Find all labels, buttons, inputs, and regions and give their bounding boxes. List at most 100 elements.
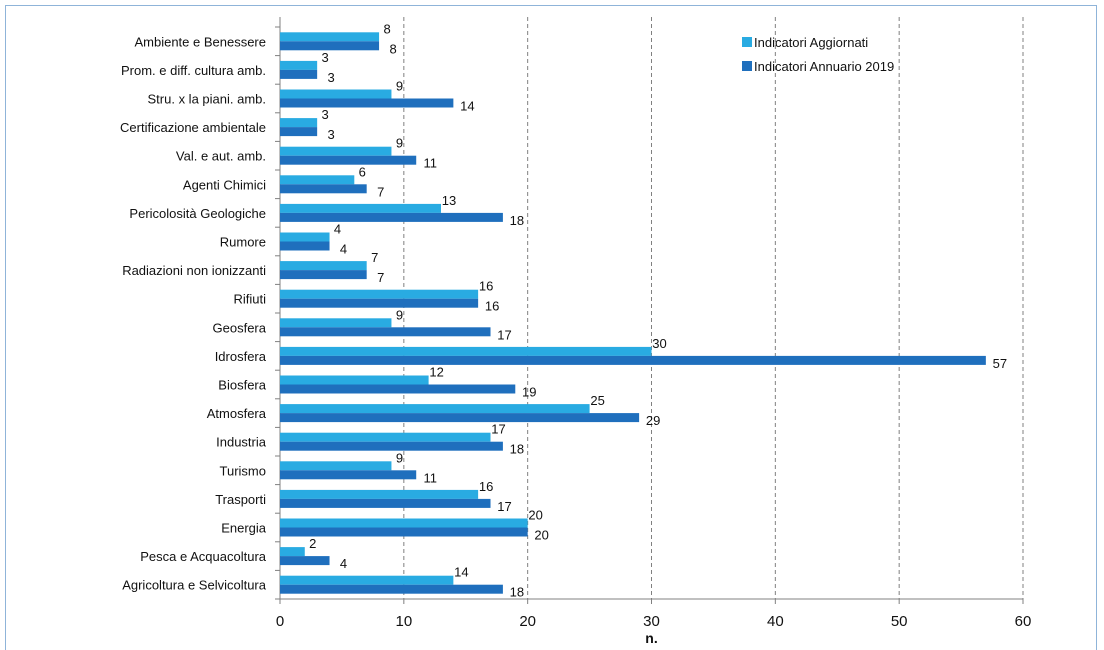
bar xyxy=(280,175,355,185)
data-label: 9 xyxy=(396,79,403,94)
x-tick-labels: 0 10 20 30 40 50 60 xyxy=(276,599,1032,630)
bar xyxy=(280,118,318,128)
bar xyxy=(280,432,491,442)
category-label: Atmosfera xyxy=(207,406,267,421)
data-label: 3 xyxy=(322,50,329,65)
x-tick-label: 60 xyxy=(1015,613,1032,630)
category-label: Trasporti xyxy=(215,492,266,507)
x-tick-label: 30 xyxy=(643,613,660,630)
legend-swatch xyxy=(742,37,752,47)
data-label: 9 xyxy=(396,307,403,322)
data-label: 8 xyxy=(383,21,390,36)
x-tick-label: 20 xyxy=(519,613,536,630)
bar xyxy=(280,69,318,79)
bar xyxy=(280,32,380,42)
category-label: Energia xyxy=(221,521,267,536)
data-label: 30 xyxy=(652,336,666,351)
data-label: 20 xyxy=(528,508,542,523)
bar xyxy=(280,203,441,213)
data-label: 29 xyxy=(646,413,660,428)
bar xyxy=(280,298,479,308)
bar xyxy=(280,289,479,299)
category-label: Prom. e diff. cultura amb. xyxy=(121,63,266,78)
category-label: Geosfera xyxy=(213,320,267,335)
category-label: Agenti Chimici xyxy=(183,177,266,192)
data-label: 11 xyxy=(423,156,437,171)
data-label: 7 xyxy=(377,270,384,285)
x-axis-label: n. xyxy=(645,630,657,645)
bar xyxy=(280,327,491,337)
data-label: 25 xyxy=(590,393,604,408)
data-label: 9 xyxy=(396,136,403,151)
bar xyxy=(280,60,318,70)
data-label: 4 xyxy=(340,556,347,571)
category-label: Val. e aut. amb. xyxy=(176,149,266,164)
data-label: 18 xyxy=(510,585,524,600)
bar xyxy=(280,404,590,414)
x-tick-label: 0 xyxy=(276,613,284,630)
bar xyxy=(280,346,652,356)
category-label: Certificazione ambientale xyxy=(120,120,266,135)
data-label: 3 xyxy=(328,70,335,85)
bar xyxy=(280,575,454,585)
bar xyxy=(280,375,429,385)
bar xyxy=(280,441,503,451)
data-label: 2 xyxy=(309,536,316,551)
data-label: 3 xyxy=(322,107,329,122)
data-label: 16 xyxy=(479,479,493,494)
data-label: 57 xyxy=(993,356,1007,371)
bar xyxy=(280,384,516,394)
x-tick-label: 40 xyxy=(767,613,784,630)
data-label: 16 xyxy=(485,299,499,314)
bar xyxy=(280,146,392,156)
data-labels: 8 3 9 3 9 6 13 4 7 16 9 30 12 25 17 9 16 20 2 14 8 3 14 3 11 7 18 4… xyxy=(309,21,1007,599)
data-label: 14 xyxy=(454,565,468,580)
bar xyxy=(280,318,392,328)
category-labels: Ambiente e Benessere Prom. e diff. cultur… xyxy=(120,34,267,592)
category-label: Industria xyxy=(216,435,267,450)
bars xyxy=(280,32,986,594)
bar xyxy=(280,212,503,222)
bar xyxy=(280,241,330,251)
bar xyxy=(280,547,305,557)
bar xyxy=(280,270,367,280)
bar xyxy=(280,527,528,537)
data-label: 16 xyxy=(479,279,493,294)
category-label: Idrosfera xyxy=(215,349,267,364)
data-label: 7 xyxy=(377,184,384,199)
category-label: Biosfera xyxy=(218,378,266,393)
data-label: 13 xyxy=(442,193,456,208)
category-label: Agricoltura e Selvicoltura xyxy=(122,578,267,593)
bar xyxy=(280,127,318,137)
data-label: 17 xyxy=(497,327,511,342)
data-label: 18 xyxy=(510,442,524,457)
bar xyxy=(280,470,417,480)
category-label: Pericolosità Geologiche xyxy=(129,206,266,221)
category-label: Rumore xyxy=(220,235,266,250)
x-tick-label: 10 xyxy=(395,613,412,630)
bar xyxy=(280,184,367,194)
bar xyxy=(280,556,330,566)
gridlines xyxy=(275,17,1024,600)
data-label: 14 xyxy=(460,99,474,114)
data-label: 6 xyxy=(359,164,366,179)
bar xyxy=(280,155,417,165)
bar xyxy=(280,584,503,594)
x-tick-label: 50 xyxy=(891,613,908,630)
bar xyxy=(280,98,454,108)
chart-frame xyxy=(5,5,1097,650)
data-label: 9 xyxy=(396,450,403,465)
bar xyxy=(280,355,986,365)
data-label: 18 xyxy=(510,213,524,228)
data-label: 12 xyxy=(429,365,443,380)
bar xyxy=(280,461,392,471)
data-label: 20 xyxy=(534,528,548,543)
category-label: Ambiente e Benessere xyxy=(134,34,266,49)
bar xyxy=(280,41,380,51)
data-label: 17 xyxy=(497,499,511,514)
data-label: 3 xyxy=(328,127,335,142)
data-label: 4 xyxy=(334,222,341,237)
data-label: 7 xyxy=(371,250,378,265)
data-label: 4 xyxy=(340,242,347,257)
